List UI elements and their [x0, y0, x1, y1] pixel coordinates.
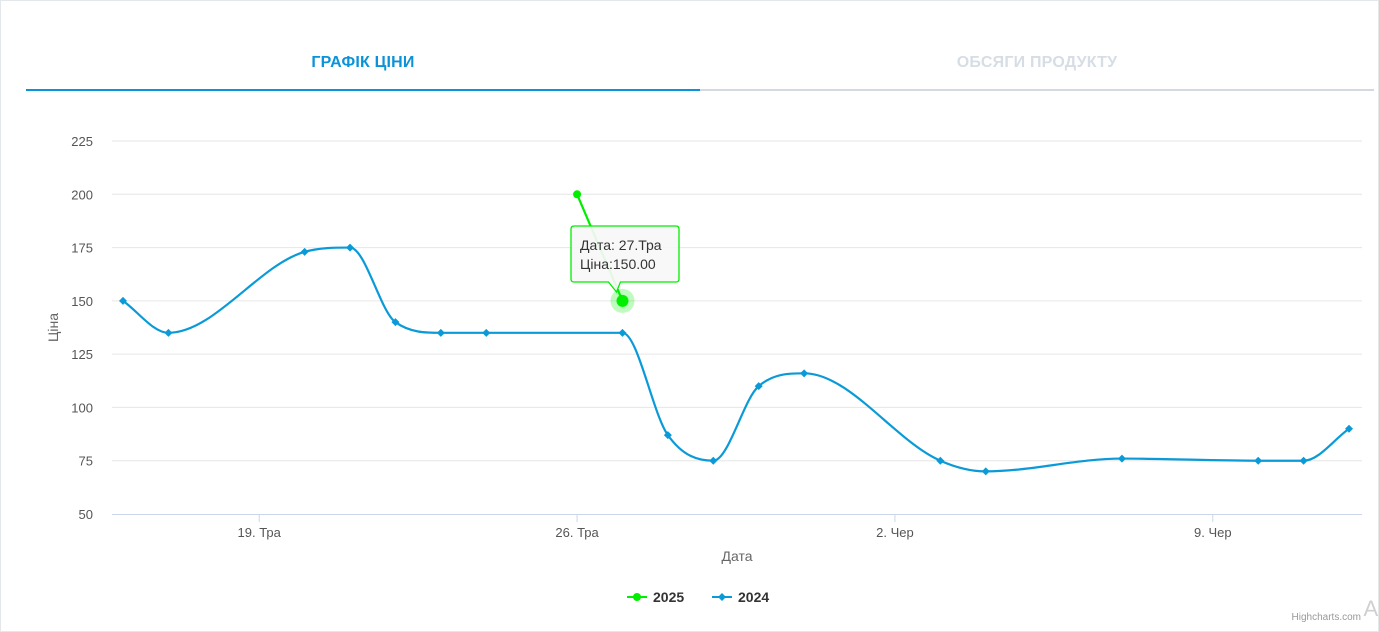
tooltip-date: Дата: 27.Тра [580, 237, 662, 253]
series-2024-point [119, 296, 127, 305]
legend-symbol-marker [718, 593, 726, 601]
series-2024-point [1254, 456, 1263, 465]
y-tick-label: 200 [71, 187, 93, 202]
y-tick-label: 100 [71, 400, 93, 415]
series-2024-point [709, 456, 718, 465]
y-tick-label: 175 [71, 241, 93, 256]
series-2024-point [800, 369, 809, 378]
legend-symbol-marker [633, 593, 641, 601]
series-2025-point [573, 190, 582, 199]
legend-label: 2024 [738, 589, 769, 605]
series-2024-point [981, 467, 990, 476]
series-2024-point [346, 243, 355, 252]
series-2024-point [1299, 456, 1308, 465]
y-tick-label: 125 [71, 347, 93, 362]
tab-price-chart[interactable]: ГРАФІК ЦІНИ [26, 40, 700, 91]
y-tick-label: 150 [71, 294, 93, 309]
series-2024-point [1345, 424, 1353, 433]
series-2024-point [436, 328, 445, 337]
corner-badge-text: Ai [1363, 596, 1379, 621]
tab-bar: ГРАФІК ЦІНИ ОБСЯГИ ПРОДУКТУ [26, 40, 1374, 91]
series-2024-point [936, 456, 945, 465]
x-tick-label: 2. Чер [876, 525, 914, 540]
x-tick-label: 9. Чер [1194, 525, 1232, 540]
tab-product-volumes[interactable]: ОБСЯГИ ПРОДУКТУ [700, 40, 1374, 91]
highcharts-credits[interactable]: Highcharts.com [1291, 612, 1361, 623]
x-axis-title: Дата [721, 548, 752, 564]
legend: 2025 2024 [627, 589, 769, 605]
series-2024-point [164, 328, 173, 337]
series-2024-point [618, 328, 627, 337]
tooltip: Дата: 27.Тра Ціна:150.00 [570, 225, 680, 294]
y-tick-label: 225 [71, 134, 93, 149]
tooltip-price: Ціна:150.00 [580, 256, 656, 272]
series-2024-point [482, 328, 491, 337]
series-2025-point [616, 294, 629, 307]
series-2024-point [754, 382, 763, 391]
series-2024-point [663, 431, 672, 440]
y-tick-label: 75 [79, 454, 93, 469]
series-2024-point [391, 318, 400, 327]
legend-item-2024[interactable]: 2024 [712, 589, 769, 605]
y-tick-label: 50 [79, 507, 93, 522]
y-axis-title: Ціна [45, 313, 61, 342]
series-2024-line [122, 246, 1350, 473]
x-tick-label: 26. Тра [555, 525, 599, 540]
legend-label: 2025 [653, 589, 684, 605]
x-tick-label: 19. Тра [238, 525, 282, 540]
series-2024-point [300, 247, 309, 256]
tooltip-box [570, 225, 680, 294]
legend-item-2025[interactable]: 2025 [627, 589, 684, 605]
series-2024-point [1117, 454, 1126, 463]
